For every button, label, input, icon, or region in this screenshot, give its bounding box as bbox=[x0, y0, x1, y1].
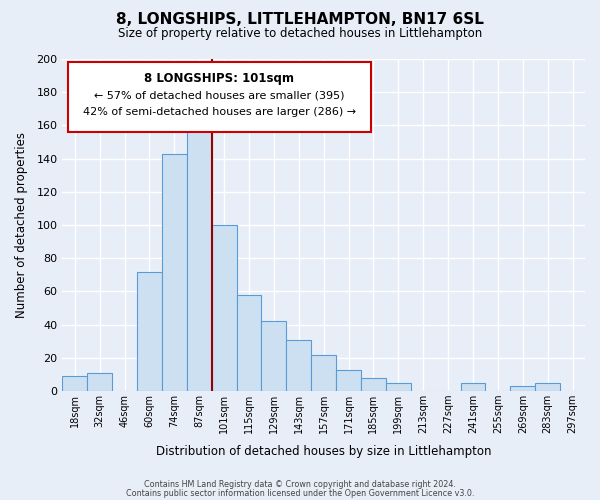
Bar bbox=[137, 272, 162, 391]
Bar bbox=[286, 340, 311, 391]
FancyBboxPatch shape bbox=[68, 62, 371, 132]
Y-axis label: Number of detached properties: Number of detached properties bbox=[15, 132, 28, 318]
Bar bbox=[361, 378, 386, 391]
Bar bbox=[386, 383, 411, 391]
Bar bbox=[187, 114, 212, 391]
Text: Size of property relative to detached houses in Littlehampton: Size of property relative to detached ho… bbox=[118, 28, 482, 40]
X-axis label: Distribution of detached houses by size in Littlehampton: Distribution of detached houses by size … bbox=[156, 444, 491, 458]
Text: 8, LONGSHIPS, LITTLEHAMPTON, BN17 6SL: 8, LONGSHIPS, LITTLEHAMPTON, BN17 6SL bbox=[116, 12, 484, 28]
Bar bbox=[262, 322, 286, 391]
Bar bbox=[162, 154, 187, 391]
Bar bbox=[87, 373, 112, 391]
Bar bbox=[236, 295, 262, 391]
Bar bbox=[62, 376, 87, 391]
Bar bbox=[336, 370, 361, 391]
Bar bbox=[535, 383, 560, 391]
Text: 42% of semi-detached houses are larger (286) →: 42% of semi-detached houses are larger (… bbox=[83, 107, 356, 117]
Bar bbox=[212, 225, 236, 391]
Text: Contains public sector information licensed under the Open Government Licence v3: Contains public sector information licen… bbox=[126, 490, 474, 498]
Text: Contains HM Land Registry data © Crown copyright and database right 2024.: Contains HM Land Registry data © Crown c… bbox=[144, 480, 456, 489]
Bar bbox=[511, 386, 535, 391]
Bar bbox=[461, 383, 485, 391]
Text: ← 57% of detached houses are smaller (395): ← 57% of detached houses are smaller (39… bbox=[94, 90, 344, 101]
Text: 8 LONGSHIPS: 101sqm: 8 LONGSHIPS: 101sqm bbox=[144, 72, 294, 86]
Bar bbox=[311, 354, 336, 391]
